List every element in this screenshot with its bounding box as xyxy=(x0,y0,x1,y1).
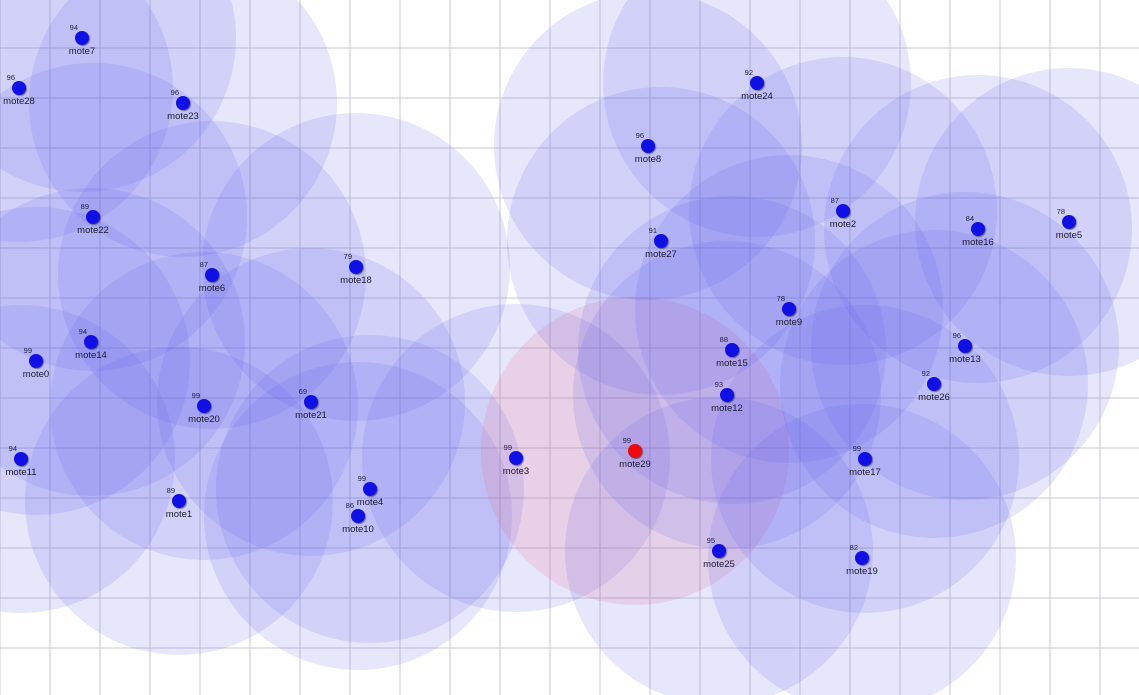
mote-node-icon[interactable] xyxy=(720,388,734,402)
mote-label: mote13 xyxy=(949,354,981,365)
mote-label: mote7 xyxy=(68,46,96,57)
mote-value: 94 xyxy=(8,444,17,453)
mote-label: mote22 xyxy=(77,225,109,236)
mote-value: 92 xyxy=(744,68,753,77)
mote-node-icon[interactable] xyxy=(712,544,726,558)
mote-node-icon[interactable] xyxy=(509,451,523,465)
mote-value: 99 xyxy=(852,444,861,453)
mote-node-icon[interactable] xyxy=(176,96,190,110)
mote-value: 88 xyxy=(719,335,728,344)
mote-value: 82 xyxy=(849,543,858,552)
mote-node-icon[interactable] xyxy=(654,234,668,248)
mote-node-icon[interactable] xyxy=(351,509,365,523)
mote-node-icon[interactable] xyxy=(1062,215,1076,229)
mote-node-icon[interactable] xyxy=(205,268,219,282)
mote-label: mote8 xyxy=(634,154,662,165)
mote-value: 99 xyxy=(622,436,631,445)
mote-label: mote1 xyxy=(165,509,193,520)
mote-value: 78 xyxy=(1056,207,1065,216)
mote-value: 93 xyxy=(714,380,723,389)
mote-label: mote12 xyxy=(711,403,743,414)
mote-node-icon[interactable] xyxy=(12,81,26,95)
mote-node-icon[interactable] xyxy=(75,31,89,45)
mote-node-icon[interactable] xyxy=(855,551,869,565)
mote-node-icon[interactable] xyxy=(641,139,655,153)
mote-label: mote19 xyxy=(846,566,878,577)
mote-label: mote4 xyxy=(356,497,384,508)
mote-label: mote17 xyxy=(849,467,881,478)
mote-node-icon[interactable] xyxy=(725,343,739,357)
mote-value: 69 xyxy=(298,387,307,396)
mote-value: 92 xyxy=(921,369,930,378)
mote-node-icon[interactable] xyxy=(197,399,211,413)
mote-node-icon[interactable] xyxy=(363,482,377,496)
mote-node-icon[interactable] xyxy=(172,494,186,508)
mote-value: 99 xyxy=(503,443,512,452)
mote-value: 99 xyxy=(191,391,200,400)
mote-node-icon[interactable] xyxy=(971,222,985,236)
mote-node-icon[interactable] xyxy=(750,76,764,90)
mote-value: 91 xyxy=(648,226,657,235)
mote-label: mote14 xyxy=(75,350,107,361)
mote-label: mote15 xyxy=(716,358,748,369)
mote-label: mote6 xyxy=(198,283,226,294)
mote-node-icon[interactable] xyxy=(84,335,98,349)
mote-value: 79 xyxy=(343,252,352,261)
mote-value: 78 xyxy=(776,294,785,303)
mote-label: mote27 xyxy=(645,249,677,260)
mote-node-icon[interactable] xyxy=(14,452,28,466)
mote-label: mote25 xyxy=(703,559,735,570)
mote-value: 99 xyxy=(357,474,366,483)
mote-node-icon[interactable] xyxy=(927,377,941,391)
mote-label: mote29 xyxy=(619,459,651,470)
mote-label: mote23 xyxy=(167,111,199,122)
mote-value: 86 xyxy=(345,501,354,510)
mote-value: 96 xyxy=(952,331,961,340)
mote-node-icon[interactable] xyxy=(782,302,796,316)
mote-node-icon[interactable] xyxy=(304,395,318,409)
mote-label: mote28 xyxy=(3,96,35,107)
mote-label: mote20 xyxy=(188,414,220,425)
mote-node-icon[interactable] xyxy=(858,452,872,466)
mote-label: mote26 xyxy=(918,392,950,403)
mote-value: 87 xyxy=(830,196,839,205)
mote-value: 84 xyxy=(965,214,974,223)
mote-node-icon[interactable] xyxy=(958,339,972,353)
mote-label: mote16 xyxy=(962,237,994,248)
mote-label: mote9 xyxy=(775,317,803,328)
mote-node-icon[interactable] xyxy=(349,260,363,274)
mote-value: 95 xyxy=(706,536,715,545)
mote-label: mote2 xyxy=(829,219,857,230)
mote-label: mote0 xyxy=(22,369,50,380)
mote-value: 96 xyxy=(6,73,15,82)
mote-label: mote11 xyxy=(5,467,37,478)
mote-node-icon[interactable] xyxy=(86,210,100,224)
mote-node-icon[interactable] xyxy=(836,204,850,218)
mote-label: mote21 xyxy=(295,410,327,421)
mote-node-icon[interactable] xyxy=(29,354,43,368)
mote-value: 96 xyxy=(635,131,644,140)
mote-label: mote5 xyxy=(1055,230,1083,241)
mote-label: mote18 xyxy=(340,275,372,286)
mote-value: 89 xyxy=(80,202,89,211)
mote-value: 94 xyxy=(69,23,78,32)
sink-node-icon[interactable] xyxy=(628,444,642,458)
mote-label: mote3 xyxy=(502,466,530,477)
mote-label: mote10 xyxy=(342,524,374,535)
mote-value: 99 xyxy=(23,346,32,355)
mote-value: 87 xyxy=(199,260,208,269)
mote-value: 89 xyxy=(166,486,175,495)
mote-label: mote24 xyxy=(741,91,773,102)
mote-value: 94 xyxy=(78,327,87,336)
mote-value: 96 xyxy=(170,88,179,97)
